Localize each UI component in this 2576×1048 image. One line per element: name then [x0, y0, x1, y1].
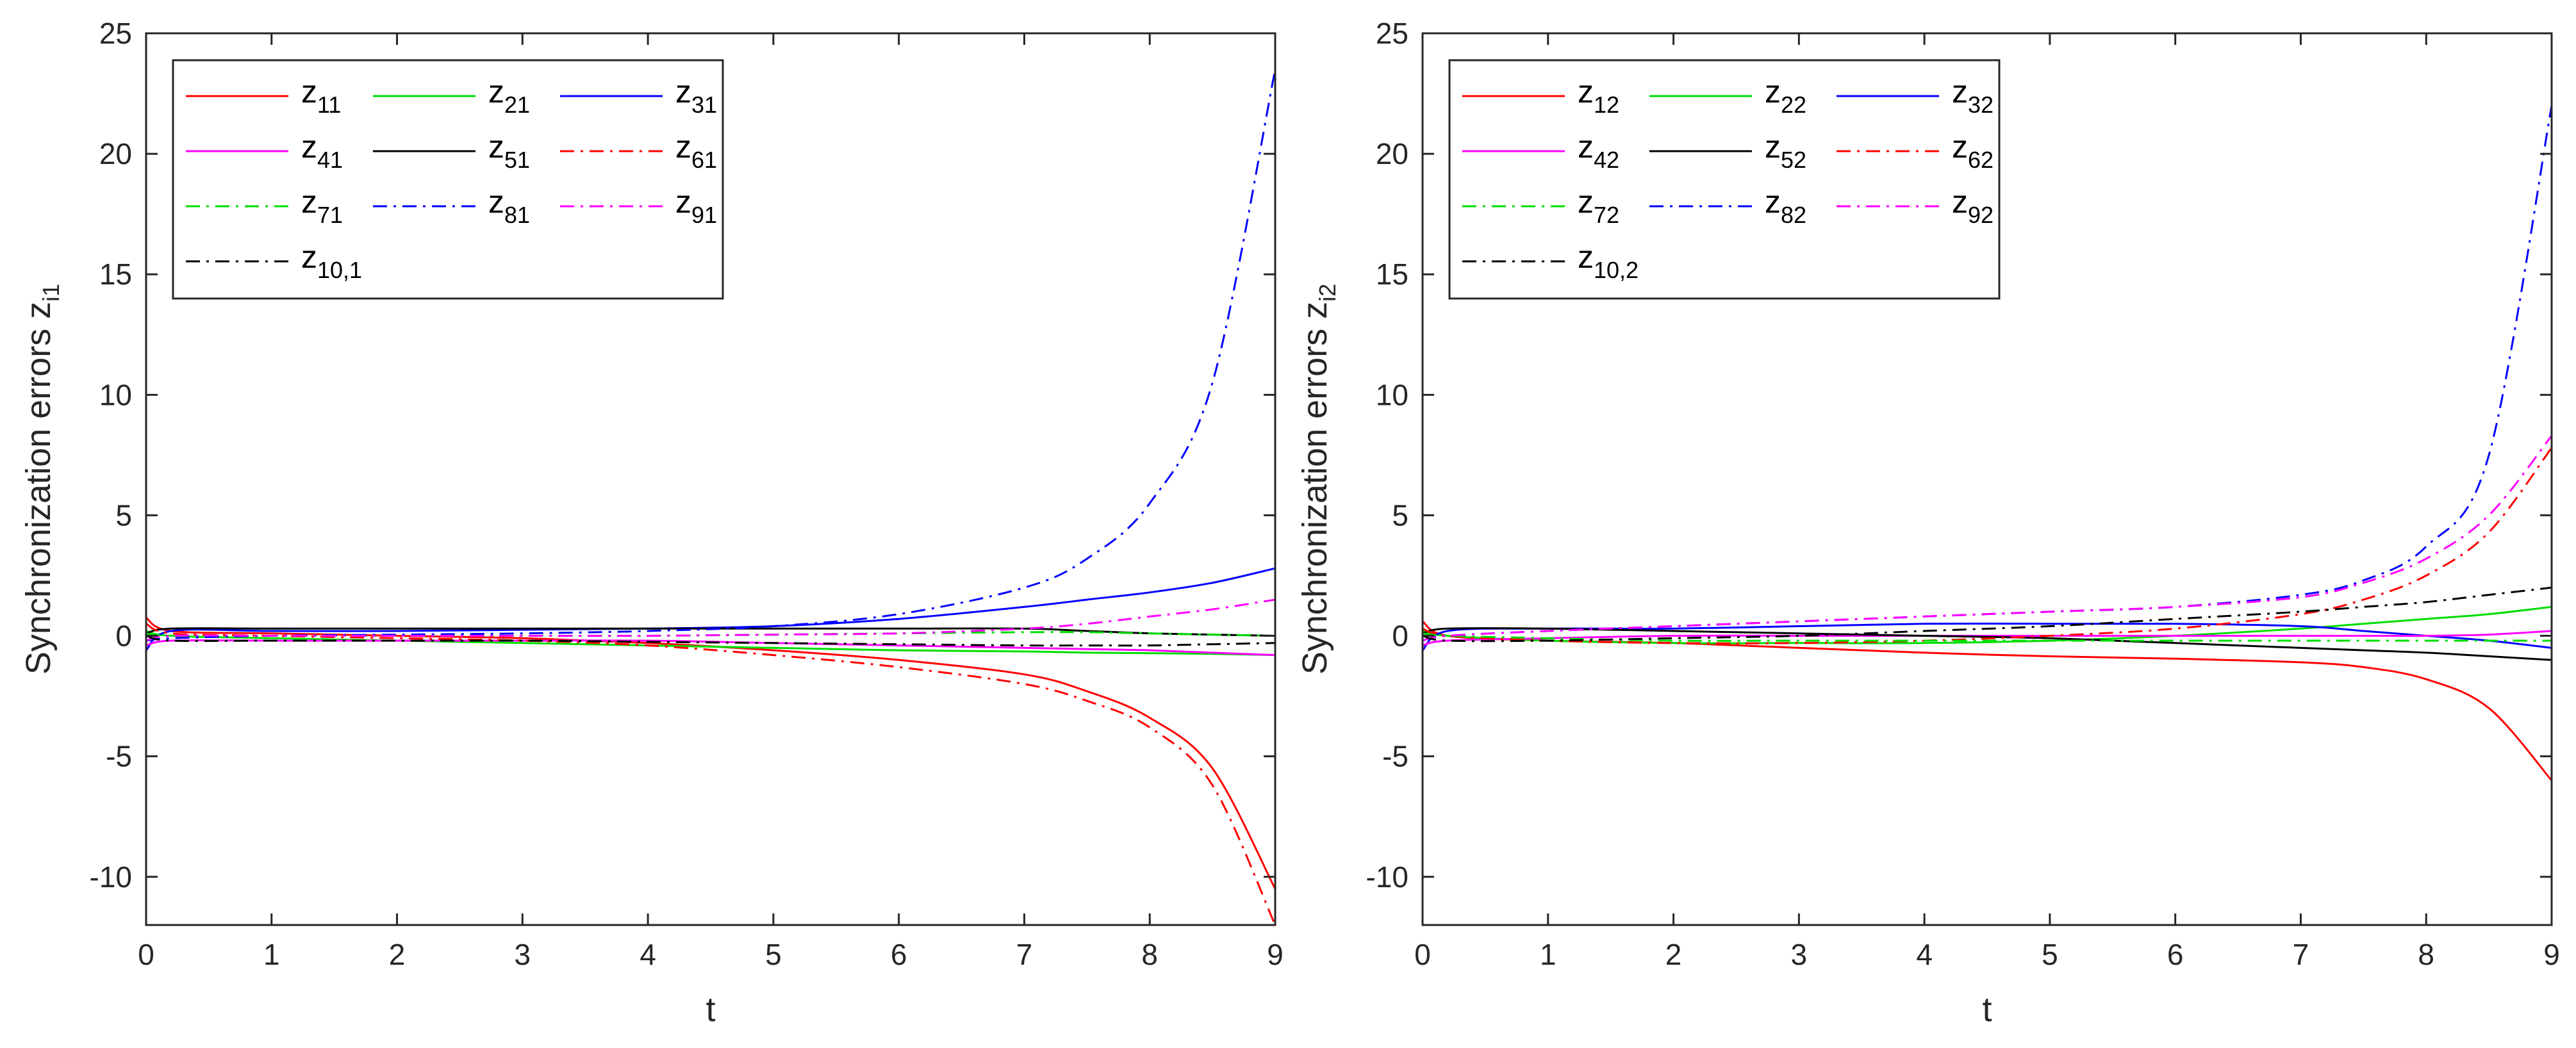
legend-left: z11 z21 z31 z41 z51 z61 z71 z81 z91 z10,1: [172, 59, 724, 300]
x-tick-label-right-7: 7: [2293, 938, 2309, 971]
legend-label-left-8: z91: [675, 184, 717, 228]
y-tick-label-right-0: -10: [1366, 860, 1408, 894]
legend-box-right: [1448, 59, 2001, 300]
legend-label-left-6: z71: [301, 184, 343, 228]
x-axis-label-left: t: [706, 990, 715, 1029]
y-tick-label-right-5: 15: [1376, 258, 1408, 291]
legend-label-right-0: z12: [1578, 74, 1619, 118]
x-tick-label-right-1: 1: [1540, 938, 1556, 971]
series-line-left-z31: [146, 567, 1275, 651]
x-tick-label-right-3: 3: [1791, 938, 1808, 971]
series-line-left-z21: [146, 630, 1275, 657]
y-axis-label-left: Synchronization errors zi1: [19, 284, 64, 675]
y-axis-label-right: Synchronization errors zi2: [1296, 284, 1341, 675]
x-tick-label-right-0: 0: [1414, 938, 1431, 971]
series-line-right-z92: [1423, 435, 2552, 642]
legend-label-left-1: z21: [488, 74, 530, 118]
x-tick-label-left-8: 8: [1141, 938, 1158, 971]
legend-label-left-2: z31: [675, 74, 717, 118]
legend-label-left-0: z11: [301, 74, 341, 118]
x-tick-label-right-4: 4: [1916, 938, 1933, 971]
x-tick-label-left-3: 3: [515, 938, 531, 971]
x-tick-label-right-6: 6: [2167, 938, 2184, 971]
legend-label-right-2: z32: [1952, 74, 1994, 118]
x-tick-label-left-1: 1: [263, 938, 280, 971]
y-tick-label-left-3: 5: [115, 498, 132, 532]
legend-right: z12 z22 z32 z42 z52 z62 z72 z82 z92 z10,2: [1448, 59, 2001, 300]
y-tick-label-right-1: -5: [1382, 740, 1408, 773]
y-axis-label-sub-left: i1: [38, 284, 64, 302]
chart-left: 0 1 2 3 4 5 6 7 8 9 -10 -5 0 5 10 15 20 25 t Synchronizat…: [19, 17, 1284, 1029]
y-axis-label-sub-right: i2: [1314, 284, 1341, 302]
legend-label-left-9: z10,1: [301, 239, 362, 283]
legend-label-right-3: z42: [1578, 129, 1619, 173]
x-tick-label-left-9: 9: [1267, 938, 1284, 971]
series-line-right-z72: [1423, 632, 2552, 642]
y-axis-label-main-left: Synchronization errors z: [19, 302, 58, 675]
legend-label-left-3: z41: [301, 129, 343, 173]
x-tick-label-left-4: 4: [640, 938, 656, 971]
y-tick-label-right-7: 25: [1376, 17, 1408, 50]
x-tick-label-left-5: 5: [765, 938, 782, 971]
plot-area-frame-right: [1421, 32, 2553, 926]
chart-right: 0 1 2 3 4 5 6 7 8 9 -10 -5 0 5 10 15 20 25 t Synchronizat…: [1296, 17, 2560, 1029]
y-tick-label-left-5: 15: [99, 258, 132, 291]
legend-box-left: [172, 59, 724, 300]
y-axis-label-main-right: Synchronization errors z: [1296, 302, 1334, 675]
legend-label-right-5: z62: [1952, 129, 1994, 173]
legend-label-right-8: z92: [1952, 184, 1994, 228]
y-tick-label-left-6: 20: [99, 137, 132, 170]
legend-label-right-4: z52: [1765, 129, 1806, 173]
y-tick-label-right-3: 5: [1392, 498, 1408, 532]
x-tick-label-right-9: 9: [2543, 938, 2560, 971]
plot-area-frame-left: [145, 32, 1276, 926]
legend-label-right-6: z72: [1578, 184, 1619, 228]
x-tick-label-left-7: 7: [1016, 938, 1033, 971]
series-line-left-z10-1: [146, 635, 1275, 647]
x-tick-label-right-2: 2: [1665, 938, 1682, 971]
y-tick-label-left-7: 25: [99, 17, 132, 50]
legend-label-right-7: z82: [1765, 184, 1806, 228]
x-tick-label-left-6: 6: [891, 938, 907, 971]
x-tick-label-right-5: 5: [2042, 938, 2058, 971]
series-line-right-z42: [1423, 630, 2552, 647]
y-tick-label-left-1: -5: [106, 740, 132, 773]
legend-label-left-7: z81: [488, 184, 530, 228]
legend-label-right-1: z22: [1765, 74, 1806, 118]
legend-label-left-4: z51: [488, 129, 530, 173]
legend-label-left-5: z61: [675, 129, 717, 173]
legend-label-right-9: z10,2: [1578, 239, 1639, 283]
series-line-left-z11: [146, 616, 1275, 890]
y-tick-label-left-0: -10: [90, 860, 132, 894]
series-line-right-z10-2: [1423, 586, 2552, 643]
x-tick-label-left-2: 2: [389, 938, 406, 971]
y-tick-label-left-4: 10: [99, 378, 132, 411]
x-axis-label-right: t: [1982, 990, 1992, 1029]
y-tick-label-right-4: 10: [1376, 378, 1408, 411]
y-tick-label-right-2: 0: [1392, 619, 1408, 653]
x-tick-label-left-0: 0: [138, 938, 154, 971]
series-line-left-z91: [146, 598, 1275, 642]
x-tick-label-right-8: 8: [2418, 938, 2434, 971]
series-line-right-z62: [1423, 447, 2552, 644]
y-tick-label-left-2: 0: [115, 619, 132, 653]
y-tick-label-right-6: 20: [1376, 137, 1408, 170]
series-line-left-z61: [146, 623, 1275, 925]
